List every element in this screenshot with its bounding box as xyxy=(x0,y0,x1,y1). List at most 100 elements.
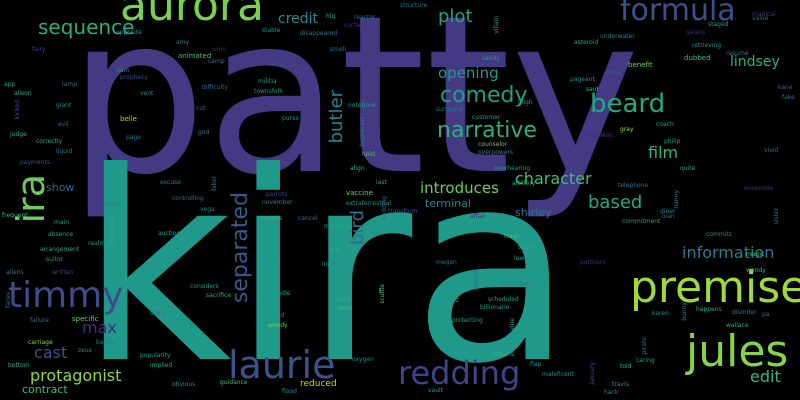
word: redding xyxy=(398,354,521,392)
word: disorder xyxy=(732,309,757,316)
word: judge xyxy=(10,131,27,138)
word: leigh xyxy=(518,99,533,106)
word: absence xyxy=(48,231,74,238)
word: kane xyxy=(778,84,793,91)
word: align xyxy=(350,165,365,172)
word: vaccine xyxy=(346,189,373,197)
word: billionaire xyxy=(480,304,510,311)
word: vivid xyxy=(764,147,779,154)
word: fairy xyxy=(32,46,46,53)
word: maleficent xyxy=(542,371,574,378)
word: commitment xyxy=(622,218,661,225)
word: max xyxy=(82,318,117,337)
word: narrative xyxy=(437,118,537,143)
word: flap xyxy=(530,361,542,368)
word: implied xyxy=(150,362,173,369)
word: tragic xyxy=(504,233,522,240)
word: formula xyxy=(620,0,736,28)
word: magical xyxy=(752,11,776,18)
word: underwater xyxy=(600,33,635,40)
word: beard xyxy=(590,89,666,119)
word: popularity xyxy=(140,352,171,359)
word: liquid xyxy=(56,148,73,155)
word: extraterrestrial xyxy=(346,200,392,207)
word: evil xyxy=(58,121,69,128)
word: sister xyxy=(773,208,780,225)
word: customer xyxy=(472,114,501,121)
word: notebook xyxy=(348,102,377,109)
word: scuffle xyxy=(379,284,386,304)
word: handle xyxy=(270,290,291,297)
word: overhearing xyxy=(494,165,531,172)
word: hold xyxy=(362,151,375,158)
word: happens xyxy=(696,306,722,313)
word: correctly xyxy=(36,138,63,145)
word: barney xyxy=(96,339,117,346)
word: pageant xyxy=(570,76,595,83)
word: animated xyxy=(178,52,212,60)
word: god xyxy=(198,129,210,136)
word: giant xyxy=(56,102,72,109)
word: retrieving xyxy=(692,42,722,49)
word: zeus xyxy=(78,347,92,354)
word: kicked xyxy=(14,100,21,120)
word: hack xyxy=(604,389,619,396)
word: pa xyxy=(762,311,770,318)
word: third xyxy=(338,305,352,312)
word: invoicing xyxy=(502,281,529,288)
word: resume xyxy=(726,50,749,57)
word: stable xyxy=(262,27,281,34)
word: surface xyxy=(344,22,367,29)
word: overpowers xyxy=(478,149,514,156)
word: asteroid xyxy=(574,39,599,46)
word: villain xyxy=(493,16,500,34)
word: shard xyxy=(518,244,535,251)
word: frequent xyxy=(2,212,28,219)
word: transform xyxy=(388,208,418,215)
word: nz xyxy=(452,297,459,304)
word: lawman xyxy=(514,255,538,262)
word: cleared xyxy=(262,312,285,319)
word: innocent xyxy=(322,261,349,268)
word: sandy xyxy=(482,55,500,62)
word: realm xyxy=(88,240,106,247)
word: value xyxy=(752,15,769,22)
word: wallace xyxy=(726,322,749,329)
word: staged xyxy=(708,21,729,28)
word: payments xyxy=(20,159,50,166)
word: cut xyxy=(196,105,206,112)
word: ivan xyxy=(662,213,675,220)
word: aurora xyxy=(120,0,264,31)
word: aliens xyxy=(6,269,24,276)
word: ensemble xyxy=(744,185,774,192)
word: reactor xyxy=(354,14,376,21)
word: debate xyxy=(473,270,480,292)
word: cancel xyxy=(298,215,318,222)
word: reduced xyxy=(300,379,337,389)
word: opening xyxy=(438,64,499,82)
word: faces xyxy=(5,292,12,308)
word: bottom xyxy=(8,362,30,369)
word: philip xyxy=(664,138,681,145)
word: affair xyxy=(470,213,486,220)
word: bird xyxy=(347,210,368,245)
word: flood xyxy=(282,388,297,395)
word: carriage xyxy=(28,339,53,346)
word: premise xyxy=(630,262,800,313)
word: carolina xyxy=(522,269,546,276)
word: terminal xyxy=(425,197,471,210)
word: surround xyxy=(436,106,463,113)
word: guidance xyxy=(220,379,248,386)
word: smell xyxy=(330,46,346,53)
word: vent xyxy=(140,90,154,97)
word: parrots xyxy=(266,191,288,198)
word: magic xyxy=(746,251,765,258)
word: sacrifice xyxy=(206,292,232,299)
word: lindsey xyxy=(730,54,780,70)
word: sequence xyxy=(38,15,135,39)
word: controlling xyxy=(172,195,204,202)
word: edit xyxy=(750,367,781,386)
word: militia xyxy=(258,78,277,85)
word: kira xyxy=(80,116,573,400)
word: disappeared xyxy=(300,30,338,37)
